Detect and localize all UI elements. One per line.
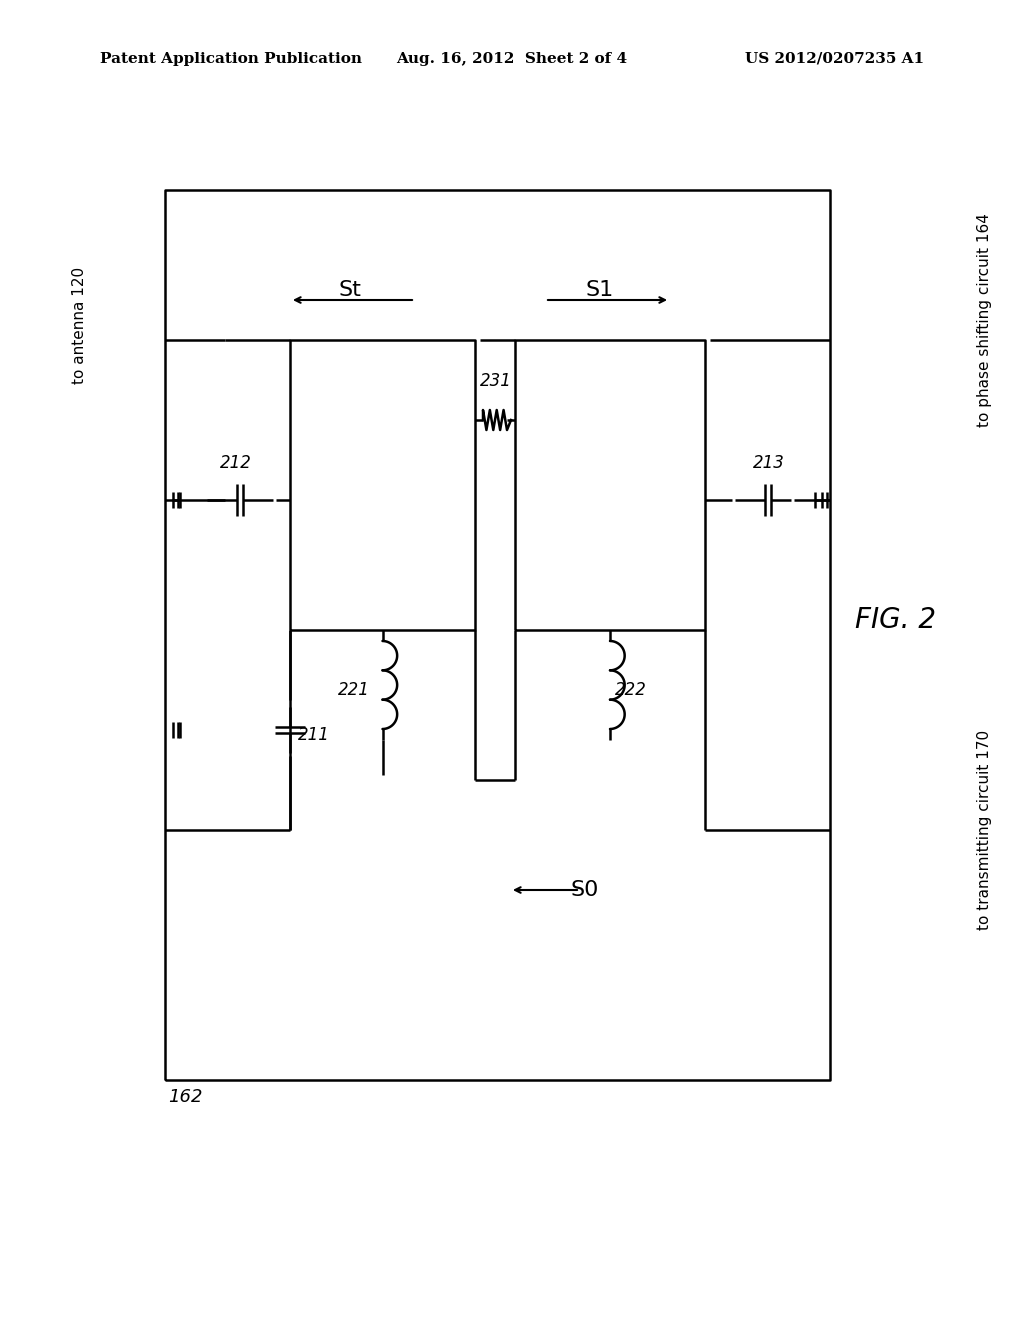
Text: 212: 212 (220, 454, 252, 473)
Text: Aug. 16, 2012  Sheet 2 of 4: Aug. 16, 2012 Sheet 2 of 4 (396, 51, 628, 66)
Text: S0: S0 (570, 880, 598, 900)
Text: S1: S1 (586, 280, 614, 300)
Text: St: St (339, 280, 361, 300)
Text: 222: 222 (615, 681, 647, 700)
Text: Patent Application Publication: Patent Application Publication (100, 51, 362, 66)
Text: 231: 231 (480, 372, 512, 389)
Text: 162: 162 (168, 1088, 203, 1106)
Text: FIG. 2: FIG. 2 (855, 606, 936, 634)
Text: to antenna 120: to antenna 120 (73, 267, 87, 384)
Text: 213: 213 (753, 454, 784, 473)
Text: 211: 211 (298, 726, 330, 744)
Text: to phase shifting circuit 164: to phase shifting circuit 164 (978, 213, 992, 426)
Text: 221: 221 (338, 681, 370, 700)
Text: US 2012/0207235 A1: US 2012/0207235 A1 (744, 51, 924, 66)
Text: to transmitting circuit 170: to transmitting circuit 170 (978, 730, 992, 931)
